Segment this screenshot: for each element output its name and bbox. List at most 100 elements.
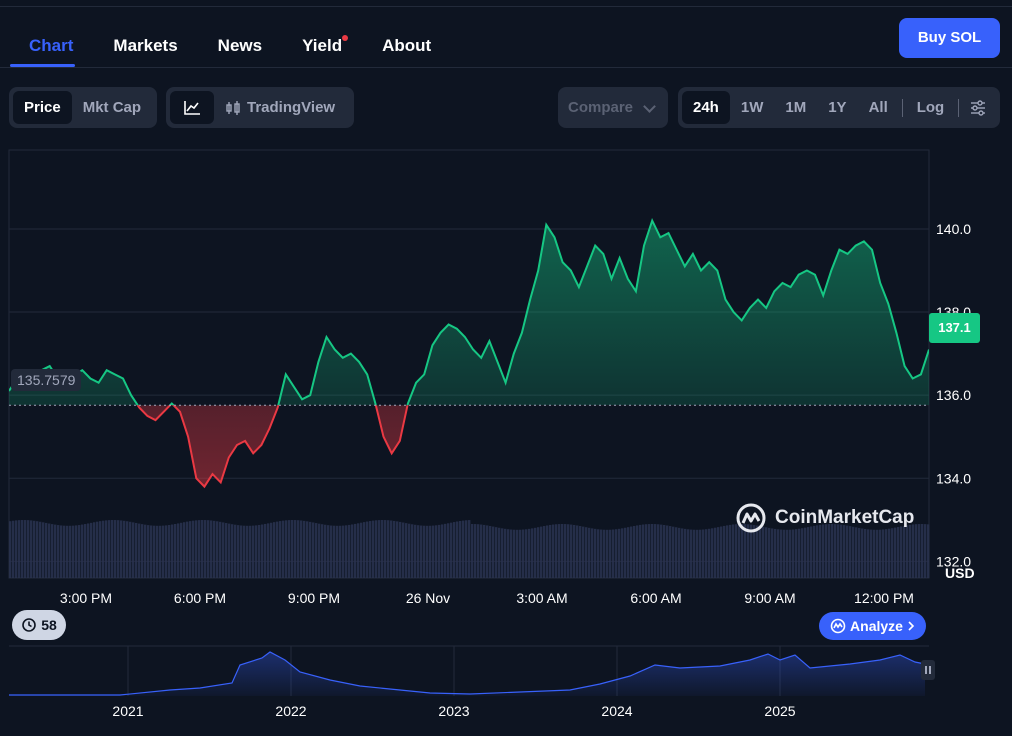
volume-bar xyxy=(78,525,81,578)
compare-dropdown[interactable]: Compare xyxy=(558,87,668,128)
volume-bar xyxy=(30,520,33,578)
volume-bar xyxy=(87,523,90,578)
volume-bar xyxy=(711,528,714,578)
history-button[interactable]: 58 xyxy=(12,610,66,640)
volume-bar xyxy=(195,520,198,578)
volume-bar xyxy=(918,524,921,578)
volume-bar xyxy=(192,520,195,578)
volume-bar xyxy=(294,520,297,578)
x-tick-label: 3:00 AM xyxy=(516,590,567,606)
volume-bar xyxy=(243,525,246,578)
range-all[interactable]: All xyxy=(868,99,888,116)
volume-bar xyxy=(615,529,618,578)
range-24h[interactable]: 24h xyxy=(682,91,730,124)
buy-sol-button[interactable]: Buy SOL xyxy=(899,18,1000,58)
volume-bar xyxy=(36,521,39,578)
volume-bar xyxy=(327,525,330,578)
volume-bar xyxy=(375,520,378,578)
x-tick-label: 26 Nov xyxy=(406,590,450,606)
volume-bar xyxy=(522,529,525,578)
mktcap-toggle[interactable]: Mkt Cap xyxy=(82,99,142,116)
y-tick-label: 136.0 xyxy=(936,387,971,403)
volume-bar xyxy=(426,525,429,578)
volume-bar xyxy=(363,522,366,578)
volume-bar xyxy=(177,523,180,578)
volume-bar xyxy=(429,525,432,578)
volume-bar xyxy=(432,525,435,578)
volume-bar xyxy=(264,523,267,578)
volume-bar xyxy=(672,526,675,578)
volume-bar xyxy=(852,526,855,578)
tradingview-button[interactable]: TradingView xyxy=(214,91,346,124)
volume-bar xyxy=(396,521,399,578)
volume-bar xyxy=(834,524,837,578)
tab-about[interactable]: About xyxy=(382,36,432,55)
y-tick-label: 140.0 xyxy=(936,221,971,237)
tab-chart[interactable]: Chart xyxy=(9,26,76,67)
overview-x-label: 2023 xyxy=(438,703,469,719)
price-toggle[interactable]: Price xyxy=(13,91,72,124)
volume-bar xyxy=(813,525,816,578)
tab-markets[interactable]: Markets xyxy=(113,36,178,55)
volume-bar xyxy=(567,524,570,578)
volume-bar xyxy=(714,527,717,578)
volume-bar xyxy=(225,523,228,578)
volume-bar xyxy=(888,528,891,578)
volume-bar xyxy=(204,520,207,578)
volume-bar xyxy=(507,529,510,578)
tab-news[interactable]: News xyxy=(217,36,263,55)
range-1w[interactable]: 1W xyxy=(740,99,764,116)
volume-bar xyxy=(111,520,114,578)
volume-bar xyxy=(669,526,672,578)
volume-bar xyxy=(267,523,270,578)
volume-bar xyxy=(423,525,426,578)
tab-yield[interactable]: Yield xyxy=(302,26,349,66)
y-tick-label: 134.0 xyxy=(936,470,971,486)
line-chart-button[interactable] xyxy=(170,91,214,124)
volume-bar xyxy=(846,525,849,578)
volume-bar xyxy=(651,524,654,578)
coinmarketcap-logo-icon xyxy=(736,503,766,533)
pause-icon[interactable] xyxy=(921,660,935,680)
volume-bar xyxy=(600,529,603,578)
volume-bar xyxy=(855,527,858,578)
volume-bar xyxy=(783,529,786,578)
volume-bar xyxy=(861,528,864,578)
volume-bar xyxy=(555,524,558,578)
volume-bar xyxy=(744,524,747,578)
analyze-button[interactable]: Analyze xyxy=(819,612,926,640)
volume-bar xyxy=(519,529,522,578)
volume-bar xyxy=(126,521,129,578)
volume-bar xyxy=(879,529,882,578)
volume-bar xyxy=(234,524,237,578)
divider xyxy=(901,98,903,117)
volume-bar xyxy=(417,525,420,578)
volume-bar xyxy=(285,520,288,578)
volume-bar xyxy=(792,529,795,578)
volume-bar xyxy=(822,524,825,578)
volume-bar xyxy=(351,524,354,578)
volume-bar xyxy=(456,521,459,578)
volume-bar xyxy=(687,529,690,578)
range-1y[interactable]: 1Y xyxy=(828,99,847,116)
volume-bar xyxy=(381,520,384,578)
volume-bar xyxy=(450,522,453,578)
volume-bar xyxy=(648,524,651,578)
log-scale-toggle[interactable]: Log xyxy=(916,99,945,116)
volume-bar xyxy=(84,524,87,578)
range-1m[interactable]: 1M xyxy=(785,99,807,116)
volume-bar xyxy=(312,522,315,578)
chart-settings-button[interactable] xyxy=(962,91,994,124)
volume-bar xyxy=(186,521,189,578)
volume-bar xyxy=(804,527,807,578)
volume-bar xyxy=(639,524,642,578)
volume-bar xyxy=(252,525,255,578)
volume-bar xyxy=(864,528,867,578)
volume-bar xyxy=(249,525,252,578)
volume-bar xyxy=(141,524,144,578)
volume-bar xyxy=(705,529,708,578)
volume-bar xyxy=(48,523,51,578)
volume-bar xyxy=(750,524,753,578)
volume-bar xyxy=(666,525,669,578)
